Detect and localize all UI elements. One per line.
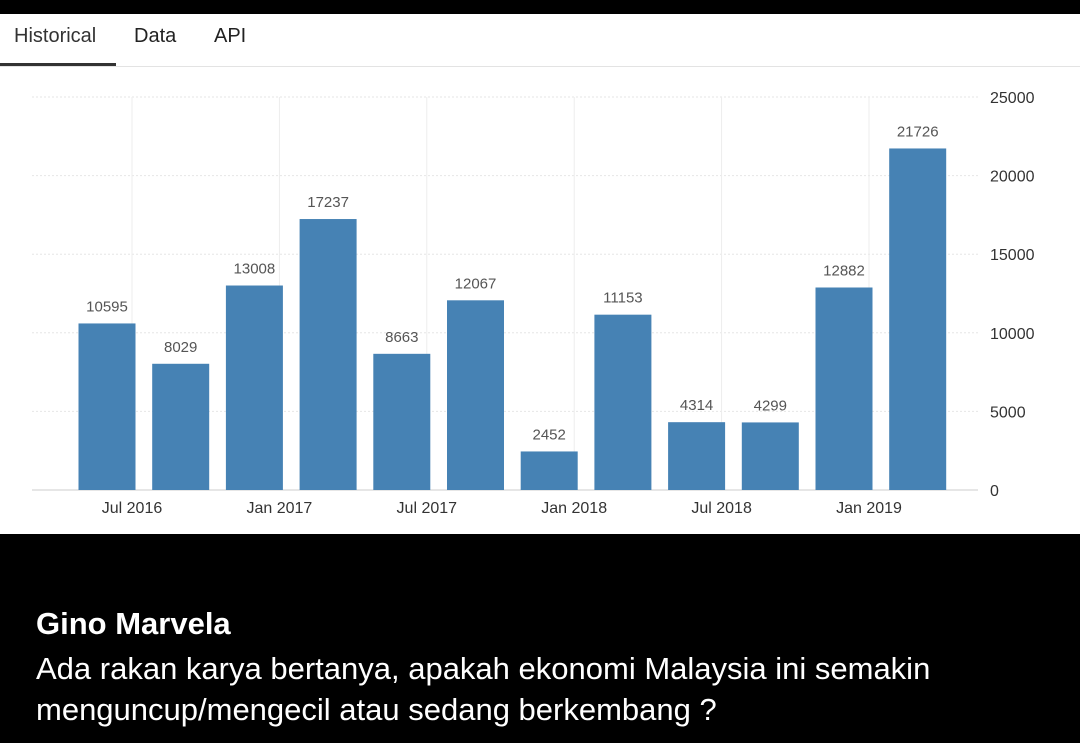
tab-historical[interactable]: Historical — [14, 25, 97, 47]
data-label: 17237 — [307, 194, 349, 211]
bar — [520, 451, 578, 490]
data-label: 13008 — [234, 261, 276, 278]
bar — [668, 422, 726, 490]
data-label: 4314 — [680, 397, 713, 414]
post-text: Ada rakan karya bertanya, apakah ekonomi… — [36, 651, 931, 727]
x-tick-label: Jan 2018 — [541, 500, 607, 517]
bar — [373, 353, 431, 490]
data-label: 12882 — [823, 262, 865, 279]
bar-chart: 0 5000 10000 15000 20000 25000 10595 8029 13008 1… — [32, 90, 1035, 517]
y-tick-label: 0 — [990, 483, 999, 500]
y-tick-label: 15000 — [990, 247, 1035, 264]
chart-panel: Historical Data API 0 5000 10000 15000 20000… — [0, 14, 1080, 534]
data-label: 4299 — [754, 397, 787, 414]
data-label: 2452 — [533, 426, 566, 443]
y-tick-label: 5000 — [990, 404, 1026, 421]
x-tick-label: Jan 2019 — [836, 500, 902, 517]
bar — [152, 363, 210, 490]
bar — [815, 287, 873, 490]
bar — [225, 285, 283, 490]
bar — [889, 148, 947, 490]
y-tick-label: 20000 — [990, 169, 1035, 186]
post-caption: Gino Marvela Ada rakan karya bertanya, a… — [36, 604, 1056, 730]
bar — [741, 422, 799, 490]
bar — [447, 300, 504, 490]
tab-bar: Historical Data API — [0, 14, 1080, 67]
x-tick-label: Jul 2018 — [691, 500, 752, 517]
bar — [78, 323, 136, 490]
active-tab-indicator — [0, 63, 116, 66]
tab-data[interactable]: Data — [134, 25, 177, 47]
y-tick-label: 25000 — [990, 90, 1035, 107]
data-label: 8029 — [164, 339, 197, 356]
tab-api[interactable]: API — [214, 25, 247, 47]
x-tick-label: Jan 2017 — [246, 500, 312, 517]
bar — [594, 314, 652, 490]
data-label: 12067 — [455, 275, 497, 292]
x-tick-label: Jul 2016 — [102, 500, 163, 517]
y-tick-label: 10000 — [990, 326, 1035, 343]
data-label: 21726 — [897, 123, 939, 140]
post-author[interactable]: Gino Marvela — [36, 606, 231, 641]
bar — [299, 219, 357, 490]
data-label: 11153 — [603, 290, 643, 307]
x-tick-label: Jul 2017 — [397, 500, 458, 517]
data-label: 10595 — [86, 298, 128, 315]
data-label: 8663 — [385, 329, 418, 346]
